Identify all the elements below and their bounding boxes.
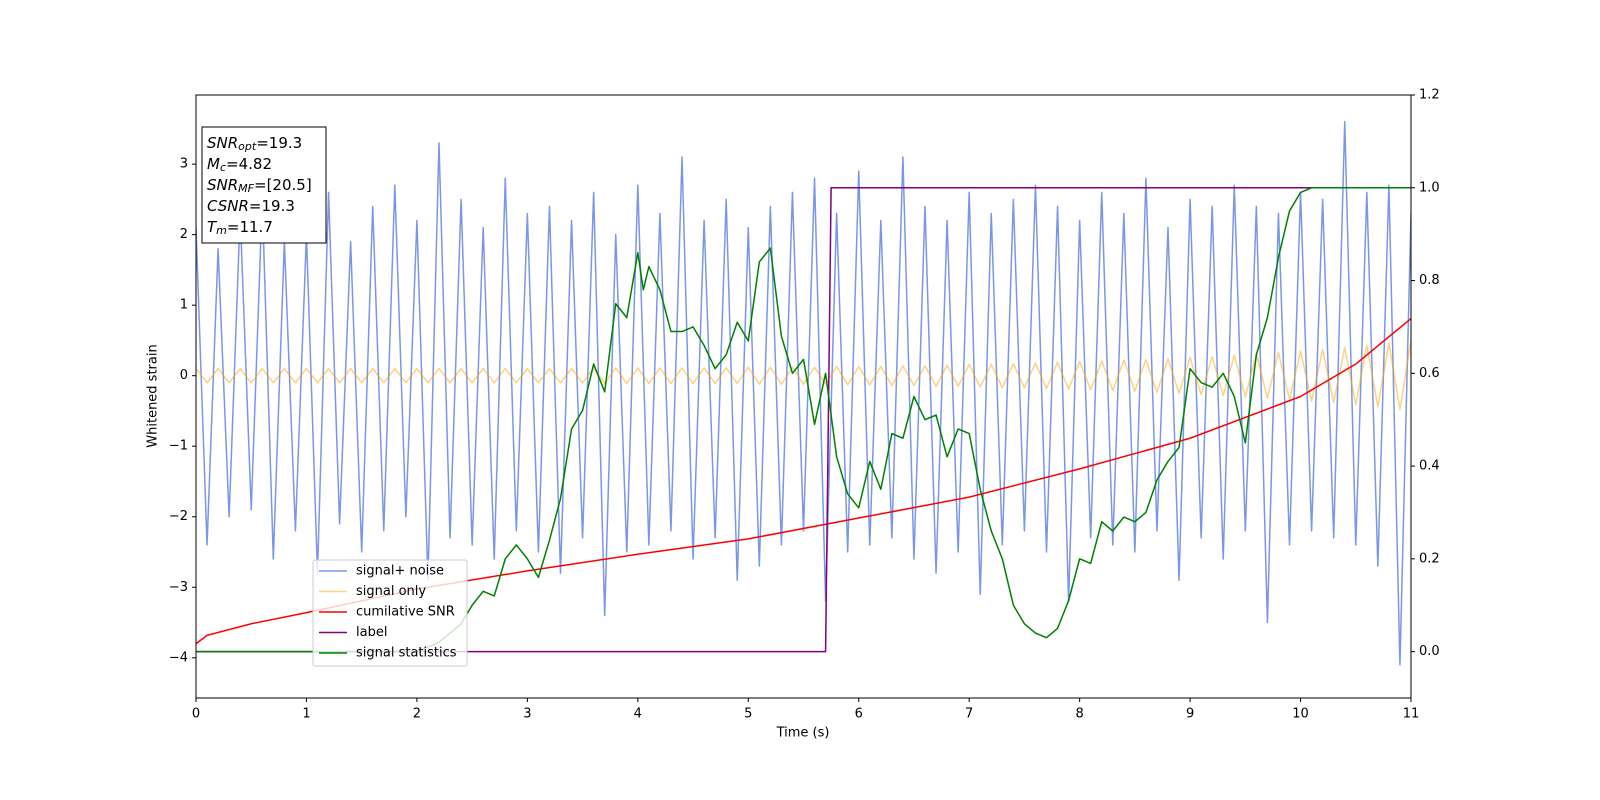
y2-tick-label: 0.4 [1419, 459, 1440, 474]
annotation-symbol: CSNR [207, 197, 249, 215]
y2-tick-label: 0.6 [1419, 366, 1440, 381]
series-line [196, 340, 1411, 411]
y-axis-label: Whitened strain [146, 344, 161, 447]
legend-label: signal+ noise [356, 564, 444, 579]
x-tick-label: 3 [523, 707, 531, 722]
annotation-symbol: SNR [207, 176, 238, 194]
annotation-subscript: MF [238, 182, 254, 195]
annotation-subscript: opt [238, 140, 257, 153]
y2-tick-label: 0.2 [1419, 551, 1440, 566]
y2-tick-label: 0.8 [1419, 273, 1440, 288]
annotation: SNRMF=[20.5] [207, 176, 312, 196]
y-tick-label: 2 [180, 227, 188, 242]
legend-label: cumilative SNR [356, 605, 455, 620]
y2-tick-label: 1.0 [1419, 180, 1440, 195]
annotation: Mc=4.82 [207, 155, 272, 175]
legend-label: signal statistics [356, 646, 457, 661]
series-line [196, 317, 1411, 645]
x-tick-label: 4 [634, 707, 642, 722]
x-tick-label: 2 [413, 707, 421, 722]
annotation-value: =19.3 [249, 197, 295, 215]
axes-frame [195, 94, 1412, 699]
annotation-value: =19.3 [256, 134, 302, 152]
annotation-symbol: SNR [207, 134, 238, 152]
annotation-subscript: c [220, 161, 226, 174]
annotation-value: =[20.5] [254, 176, 312, 194]
x-tick-label: 1 [302, 707, 310, 722]
annotation-value: =11.7 [227, 218, 273, 236]
legend-label: label [356, 625, 387, 640]
y-tick-label: −2 [169, 509, 188, 524]
legend-label: signal only [356, 584, 426, 599]
legend-box [312, 559, 468, 667]
x-tick-label: 0 [192, 707, 200, 722]
annotation: CSNR=19.3 [207, 197, 295, 215]
y2-tick-label: 0.0 [1419, 644, 1440, 659]
x-tick-label: 6 [855, 707, 863, 722]
y-tick-label: 3 [180, 157, 188, 172]
y-tick-label: 1 [180, 298, 188, 313]
annotation: SNRopt=19.3 [207, 134, 302, 154]
x-tick-label: 5 [744, 707, 752, 722]
series-line [196, 187, 1411, 653]
annotation-subscript: m [216, 224, 227, 237]
x-tick-label: 7 [965, 707, 973, 722]
series-line [196, 121, 1411, 666]
x-tick-label: 11 [1403, 707, 1420, 722]
y-tick-label: −3 [169, 580, 188, 595]
y-tick-label: 0 [180, 368, 188, 383]
x-tick-label: 9 [1186, 707, 1194, 722]
x-tick-label: 10 [1292, 707, 1309, 722]
y-tick-label: −4 [169, 650, 188, 665]
series-line [196, 187, 1411, 653]
annotation: Tm=11.7 [207, 218, 273, 238]
annotation-box [201, 126, 327, 244]
annotation-value: =4.82 [226, 155, 272, 173]
annotation-symbol: M [207, 155, 220, 173]
annotation-symbol: T [207, 218, 218, 236]
y2-tick-label: 1.2 [1419, 88, 1440, 103]
y-tick-label: −1 [169, 439, 188, 454]
x-axis-label: Time (s) [776, 726, 830, 741]
plot-area [196, 121, 1411, 666]
x-tick-label: 8 [1075, 707, 1083, 722]
